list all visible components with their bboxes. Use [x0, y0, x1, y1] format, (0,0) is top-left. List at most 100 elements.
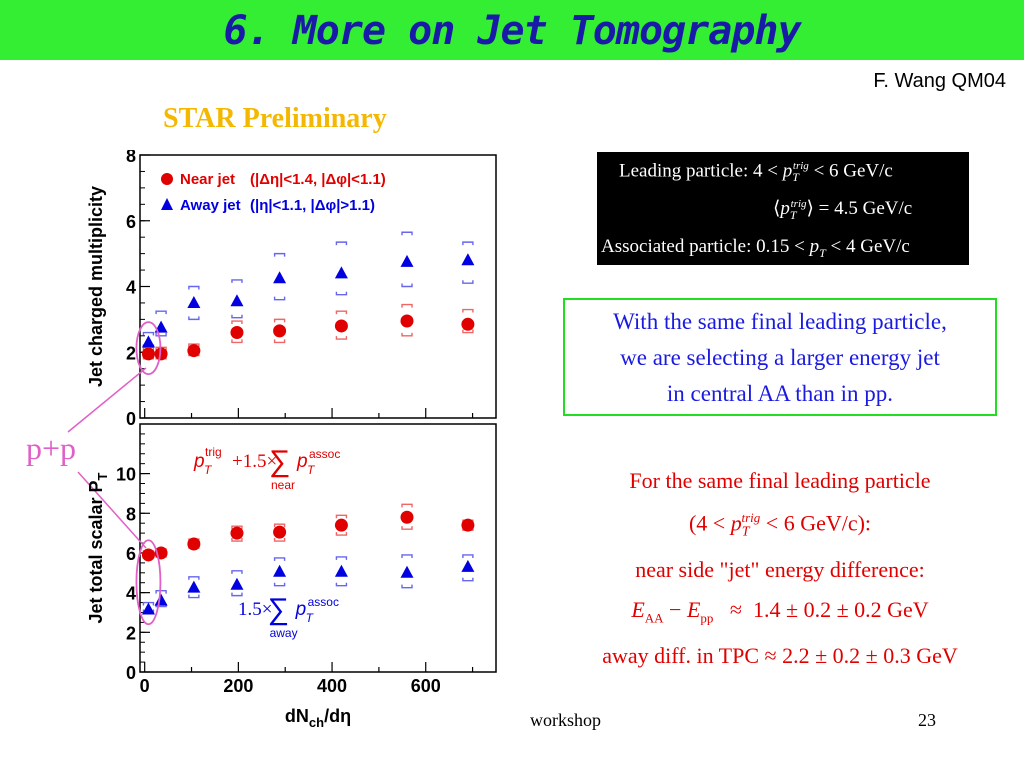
away-jet-point — [461, 253, 475, 266]
away-sys-bracket — [273, 252, 286, 257]
near-jet-point — [230, 526, 244, 540]
sum-symbol: ∑ — [269, 445, 290, 478]
away-jet-point — [187, 295, 201, 308]
legend-marker-away — [161, 198, 173, 210]
away-sys-bracket — [188, 316, 200, 321]
near-jet-point — [187, 537, 201, 551]
note-line-3: in central AA than in pp. — [666, 381, 894, 406]
y-tick-label: 10 — [116, 465, 136, 485]
near-jet-point — [230, 326, 244, 340]
author-label: F. Wang QM04 — [873, 70, 1006, 92]
y-tick-label: 8 — [126, 504, 136, 524]
sum-subscript: away — [270, 626, 298, 640]
away-sys-bracket — [155, 310, 167, 315]
pt-superscript: trig — [205, 445, 222, 459]
pp-pointer-line — [67, 367, 147, 433]
pt-subscript: T — [307, 463, 316, 477]
near-jet-point — [187, 344, 201, 358]
y-tick-label: 4 — [126, 278, 136, 298]
away-jet-point — [141, 335, 155, 348]
away-jet-point — [334, 564, 348, 577]
away-sys-bracket — [231, 592, 243, 597]
pt-subscript: T — [204, 463, 213, 477]
legend-name: Near jet — [180, 171, 235, 188]
away-sys-bracket — [231, 570, 243, 574]
trigger-line-1: Leading particle: 4 < pTtrig < 6 GeV/c — [619, 160, 893, 185]
away-sys-bracket — [273, 557, 286, 561]
pt-subscript: T — [306, 611, 315, 625]
formula-text: 1.5× — [238, 599, 272, 620]
near-sys-bracket — [401, 303, 413, 308]
away-sys-bracket — [335, 556, 348, 560]
near-sys-bracket — [231, 538, 243, 542]
trigger-line-3: Associated particle: 0.15 < pT < 4 GeV/c — [601, 236, 910, 260]
trigger-definition-box: Leading particle: 4 < pTtrig < 6 GeV/c ⟨… — [597, 152, 969, 265]
near-sys-bracket — [231, 525, 243, 530]
away-sys-bracket — [401, 231, 413, 236]
away-sys-bracket — [155, 332, 167, 337]
away-jet-point — [400, 254, 414, 267]
note-line-2: we are selecting a larger energy jet — [620, 345, 940, 370]
near-jet-point — [334, 518, 348, 532]
near-formula: p Ttrig — [193, 445, 222, 477]
conclusion-line-4: EAA − Epp ≈ 1.4 ± 0.2 ± 0.2 GeV — [631, 597, 929, 626]
away-jet-point — [141, 602, 155, 615]
near-sys-bracket — [273, 523, 286, 528]
footer-label: workshop — [530, 710, 601, 730]
x-axis-label: dNch/dη — [285, 706, 351, 730]
away-sys-bracket — [462, 280, 474, 284]
slide-title: 6. More on Jet Tomography — [223, 8, 801, 54]
pp-label: p+p — [26, 430, 77, 466]
trigger-line-2: ⟨pTtrig⟩ = 4.5 GeV/c — [773, 197, 913, 222]
pt-symbol: p — [193, 451, 205, 472]
away-sys-bracket — [335, 241, 348, 246]
near-sys-bracket — [335, 310, 348, 315]
conclusion-line-3: near side "jet" energy difference: — [635, 557, 925, 582]
plot-frame — [139, 423, 497, 673]
conclusion-line-2: (4 < pTtrig < 6 GeV/c): — [688, 510, 872, 540]
away-jet-point — [187, 580, 201, 593]
x-tick-label: 200 — [223, 676, 253, 696]
y-tick-label: 0 — [126, 409, 136, 429]
pt-superscript: assoc — [309, 447, 340, 461]
y-axis-label: Jet charged multiplicity — [86, 186, 106, 387]
legend-marker-near — [161, 173, 173, 185]
near-sys-bracket — [335, 514, 348, 519]
near-jet-point — [334, 319, 348, 333]
away-sys-bracket — [188, 285, 200, 290]
away-sys-bracket — [462, 241, 474, 246]
near-jet-point — [400, 314, 414, 328]
title-bar — [0, 0, 1024, 60]
y-axis-label: Jet total scalar PT — [86, 472, 110, 623]
away-jet-point — [334, 266, 348, 279]
near-sys-bracket — [273, 318, 286, 323]
sum-symbol: ∑ — [268, 593, 289, 626]
away-sys-bracket — [231, 314, 243, 319]
away-sys-bracket — [462, 577, 474, 582]
selection-note-box: With the same final leading particle, we… — [563, 298, 997, 416]
near-sys-bracket — [401, 503, 413, 508]
jet-plots: 0 2 4 6 8 Jet charged multiplicity 0 2 4 6 8 10 Jet … — [67, 150, 497, 730]
legend-name: Away jet — [180, 197, 241, 214]
formula-text: +1.5× — [232, 451, 277, 472]
pp-pointer-line — [77, 471, 147, 549]
away-sys-bracket — [401, 283, 413, 288]
legend-cut: (|η|<1.1, |Δφ|>1.1) — [250, 197, 375, 214]
away-jet-point — [230, 577, 244, 590]
away-sys-bracket — [273, 296, 286, 301]
y-tick-label: 2 — [126, 343, 136, 363]
away-sys-bracket — [188, 576, 200, 580]
away-sys-bracket — [401, 554, 413, 558]
near-sys-bracket — [401, 332, 413, 337]
pp-highlight-ellipse — [135, 539, 162, 626]
away-sys-bracket — [335, 291, 348, 296]
away-jet-point — [154, 593, 168, 606]
sum-subscript: near — [271, 478, 295, 492]
y-tick-label: 6 — [126, 212, 136, 232]
near-jet-point — [141, 347, 155, 361]
away-sys-bracket — [462, 554, 474, 558]
away-sys-bracket — [335, 582, 348, 587]
pt-symbol: p — [296, 451, 308, 472]
